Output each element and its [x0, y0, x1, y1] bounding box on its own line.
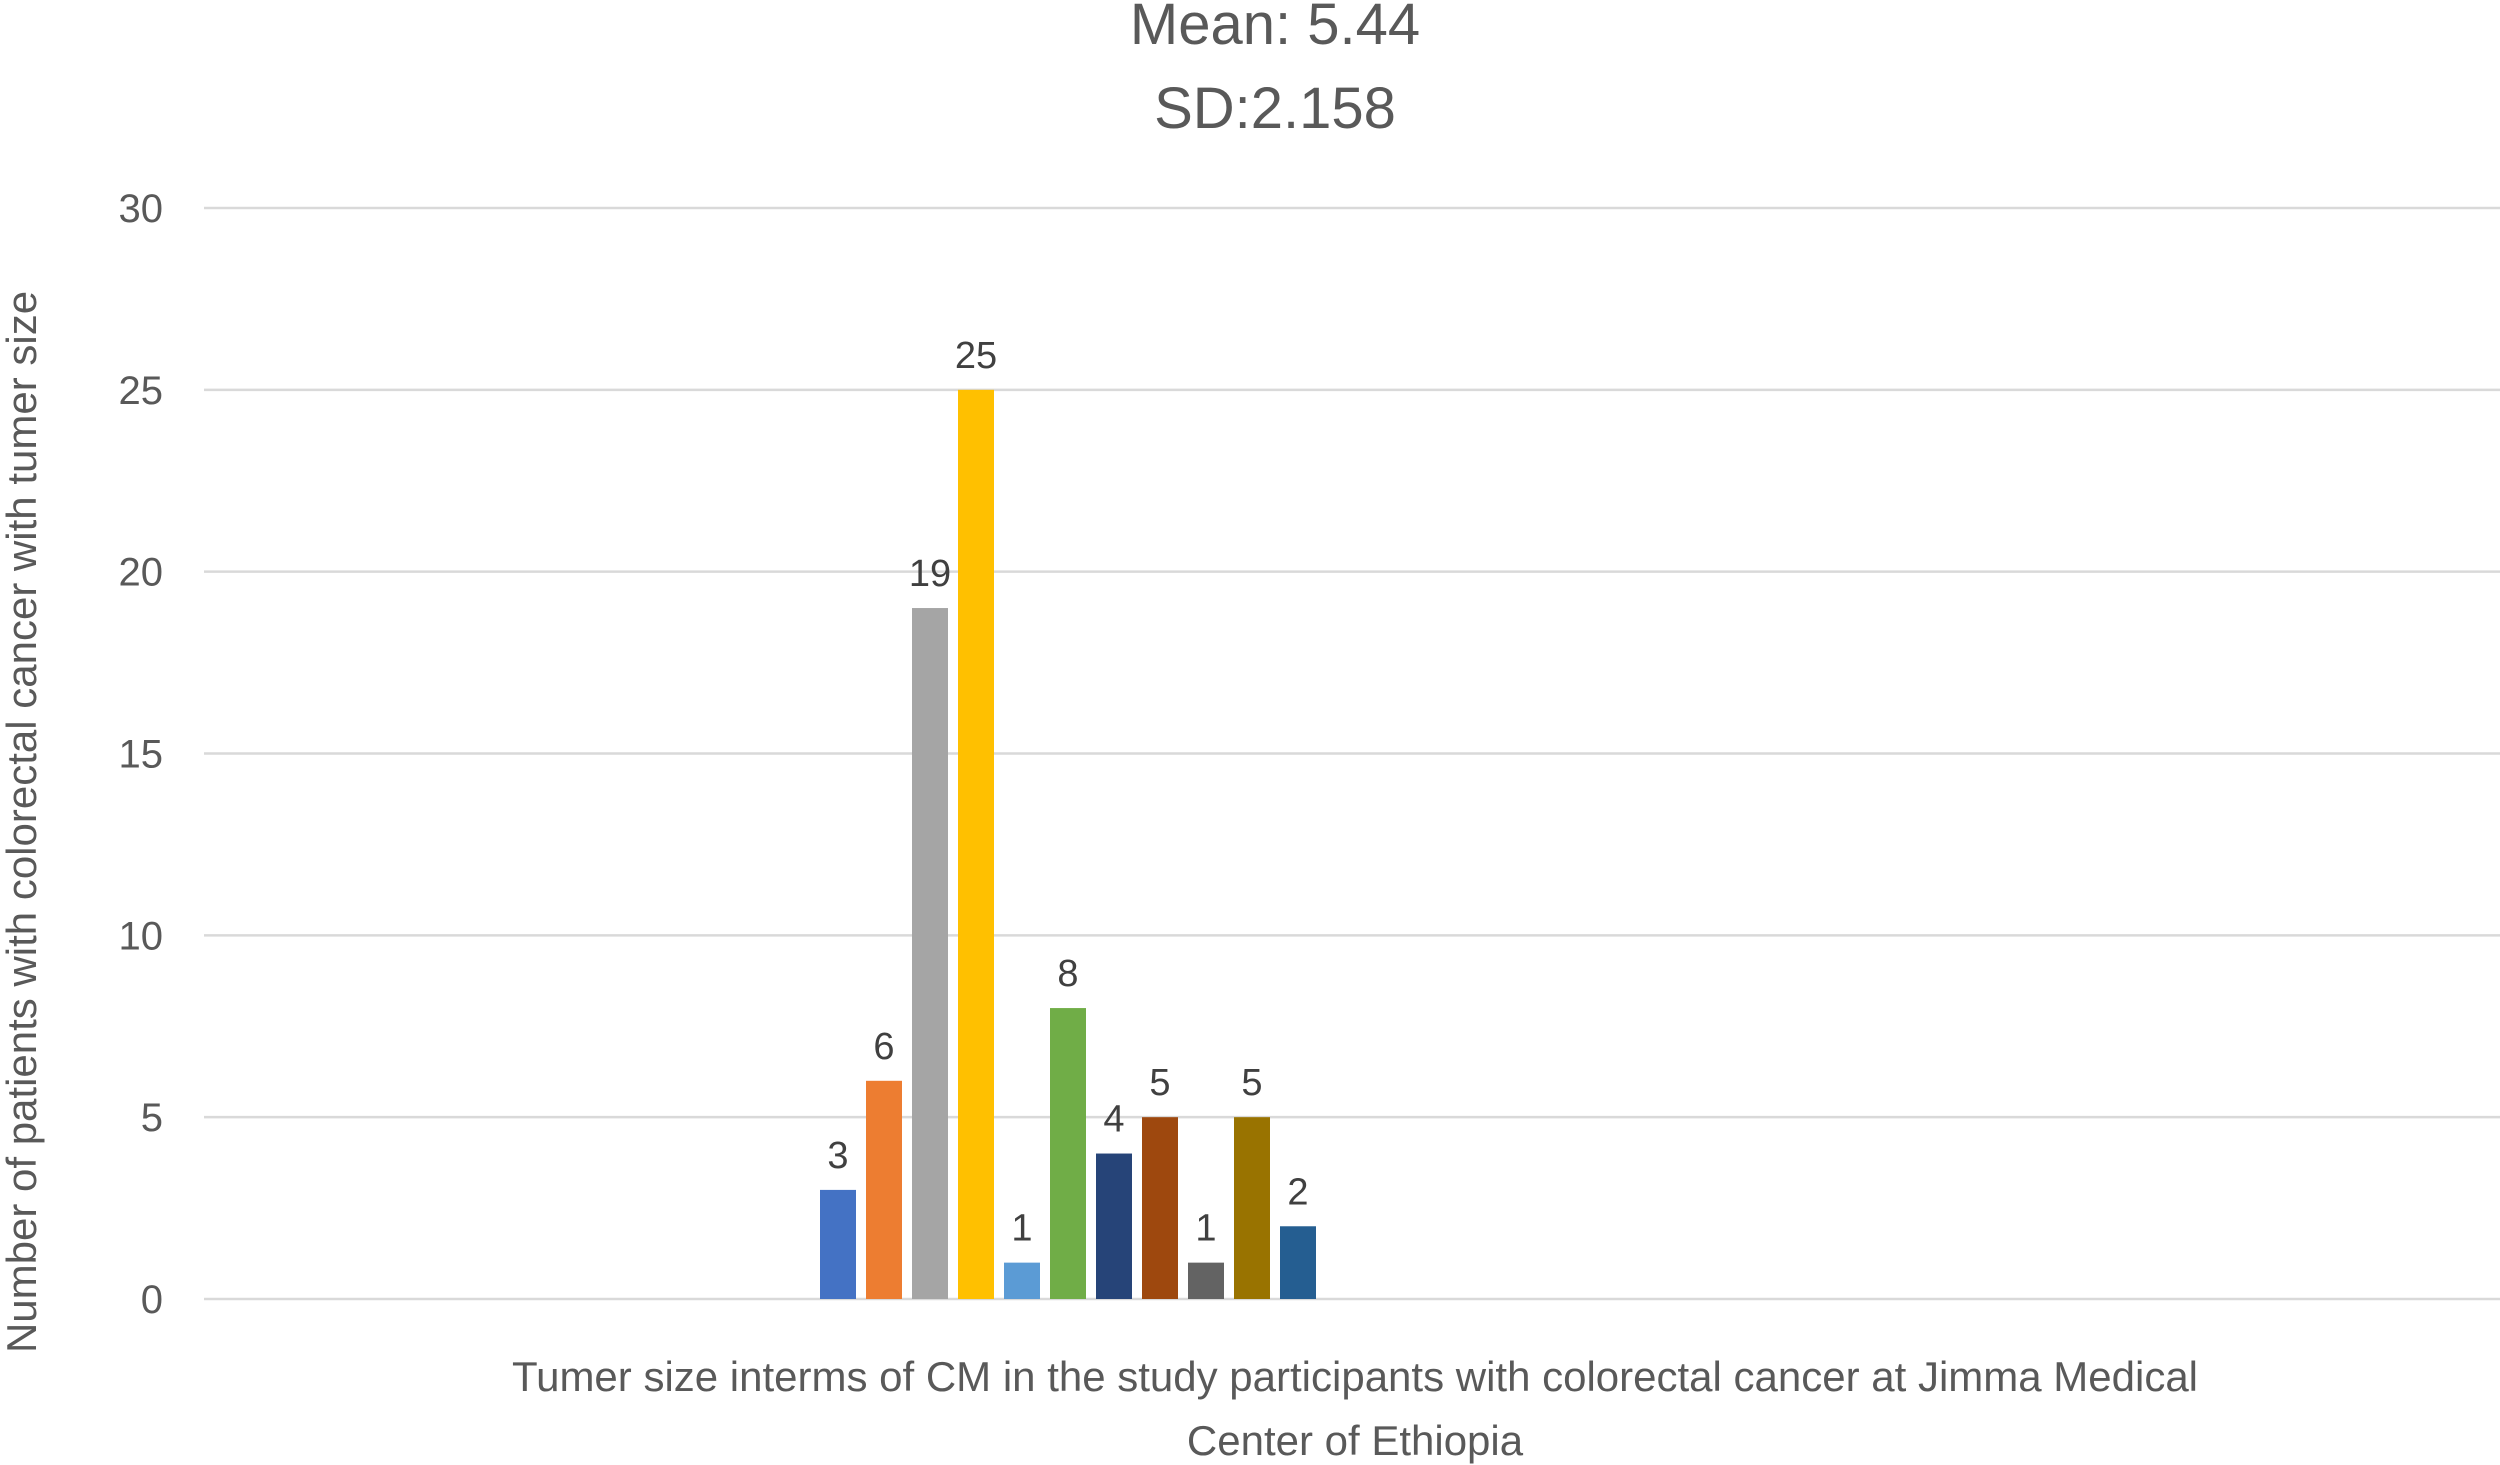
- y-tick-label: 30: [119, 187, 164, 231]
- bar: [1142, 1117, 1178, 1299]
- gridlines: [204, 206, 2500, 1301]
- bar-data-label: 5: [1241, 1062, 1262, 1104]
- y-tick-label: 5: [141, 1096, 163, 1140]
- bar: [1234, 1117, 1270, 1299]
- chart-title-line-2: SD:2.158: [1154, 76, 1396, 141]
- bar: [1096, 1153, 1132, 1299]
- bar: [1004, 1262, 1040, 1299]
- bar-data-label: 4: [1103, 1099, 1124, 1141]
- y-axis-title: Number of patients with colorectal cance…: [0, 291, 45, 1353]
- chart-title: Mean: 5.44 SD:2.158: [1130, 0, 1420, 141]
- bar-data-label: 2: [1287, 1171, 1308, 1213]
- bar-data-label: 19: [909, 553, 951, 595]
- chart-title-line-1: Mean: 5.44: [1130, 0, 1420, 57]
- bar-data-label: 6: [873, 1026, 894, 1068]
- y-axis-tick-labels: 0 5 10 15 20 25 30: [119, 187, 164, 1322]
- bar: [1280, 1226, 1316, 1299]
- bar-data-label: 8: [1057, 953, 1078, 995]
- y-tick-label: 25: [119, 369, 164, 413]
- bar-data-label: 3: [827, 1135, 848, 1177]
- y-tick-label: 20: [119, 551, 164, 595]
- bars: [820, 389, 1316, 1299]
- x-axis-title: Tumer size interms of CM in the study pa…: [512, 1353, 2198, 1464]
- y-tick-label: 10: [119, 914, 164, 958]
- bar-data-label: 1: [1011, 1208, 1032, 1250]
- y-tick-label: 0: [141, 1278, 163, 1322]
- bar: [912, 608, 948, 1299]
- y-tick-label: 15: [119, 733, 164, 777]
- x-axis-title-line-1: Tumer size interms of CM in the study pa…: [512, 1353, 2198, 1400]
- bar-data-label: 5: [1149, 1062, 1170, 1104]
- bar: [958, 389, 994, 1299]
- bar: [1050, 1008, 1086, 1299]
- bar: [1188, 1262, 1224, 1299]
- bar-data-label: 25: [955, 335, 997, 377]
- x-axis-title-line-2: Center of Ethiopia: [1187, 1417, 1524, 1464]
- bar-data-label: 1: [1195, 1208, 1216, 1250]
- bar: [866, 1080, 902, 1299]
- bar: [820, 1189, 856, 1299]
